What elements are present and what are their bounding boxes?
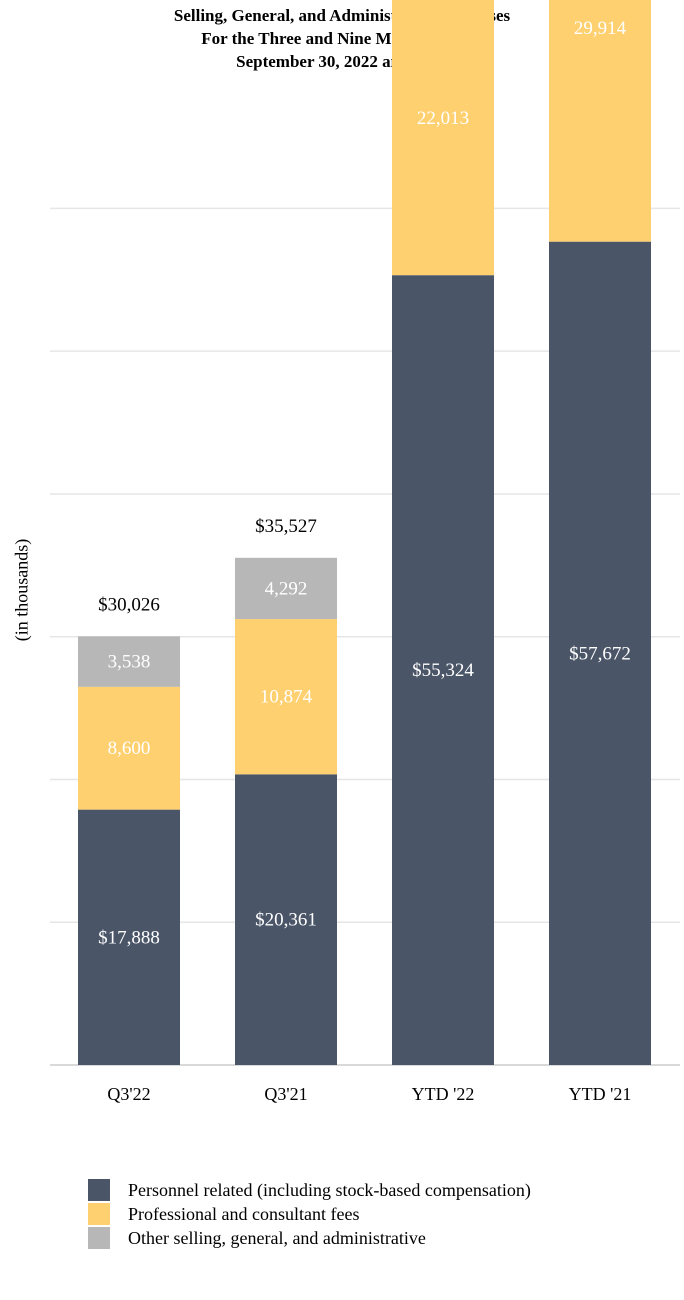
legend-swatch <box>88 1203 110 1225</box>
data-label: 10,874 <box>260 687 313 708</box>
bar-segment <box>392 275 494 1065</box>
bar-segment <box>549 0 651 242</box>
bar-segment <box>78 809 180 1065</box>
legend: Personnel related (including stock-based… <box>88 1178 531 1250</box>
data-label: 3,538 <box>108 652 151 673</box>
legend-item: Other selling, general, and administrati… <box>88 1226 531 1250</box>
data-label: 4,292 <box>265 578 308 599</box>
bar-segment <box>392 0 494 276</box>
legend-swatch <box>88 1179 110 1201</box>
data-label: $20,361 <box>255 910 317 931</box>
bar-segment <box>78 636 180 687</box>
data-label: 22,013 <box>417 108 469 129</box>
data-label: $55,324 <box>412 660 474 681</box>
bar-chart: $17,888 8,600 3,538 $30,026 Q3'22 $20,361 10,8… <box>50 0 680 1104</box>
data-label: $57,672 <box>569 643 631 664</box>
data-label: 8,600 <box>108 738 151 759</box>
x-tick-label: YTD '21 <box>569 1084 632 1104</box>
bar-segment <box>78 686 180 810</box>
bar-segment <box>235 557 337 620</box>
data-label: $17,888 <box>98 927 160 948</box>
bar-segment <box>549 241 651 1065</box>
total-label: $30,026 <box>98 594 160 615</box>
legend-label: Personnel related (including stock-based… <box>128 1179 531 1200</box>
x-tick-label: Q3'21 <box>264 1084 307 1104</box>
bar-segment <box>235 619 337 775</box>
legend-label: Other selling, general, and administrati… <box>128 1227 426 1248</box>
x-tick-label: YTD '22 <box>412 1084 475 1104</box>
legend-swatch <box>88 1227 110 1249</box>
total-label: $35,527 <box>255 516 317 537</box>
bar-segment <box>235 774 337 1065</box>
data-label: 29,914 <box>574 18 627 39</box>
legend-item: Personnel related (including stock-based… <box>88 1178 531 1202</box>
legend-label: Professional and consultant fees <box>128 1203 360 1224</box>
legend-item: Professional and consultant fees <box>88 1202 531 1226</box>
x-tick-label: Q3'22 <box>107 1084 150 1104</box>
